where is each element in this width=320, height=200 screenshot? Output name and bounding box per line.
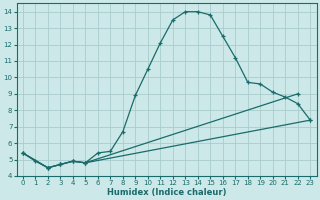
- X-axis label: Humidex (Indice chaleur): Humidex (Indice chaleur): [107, 188, 226, 197]
